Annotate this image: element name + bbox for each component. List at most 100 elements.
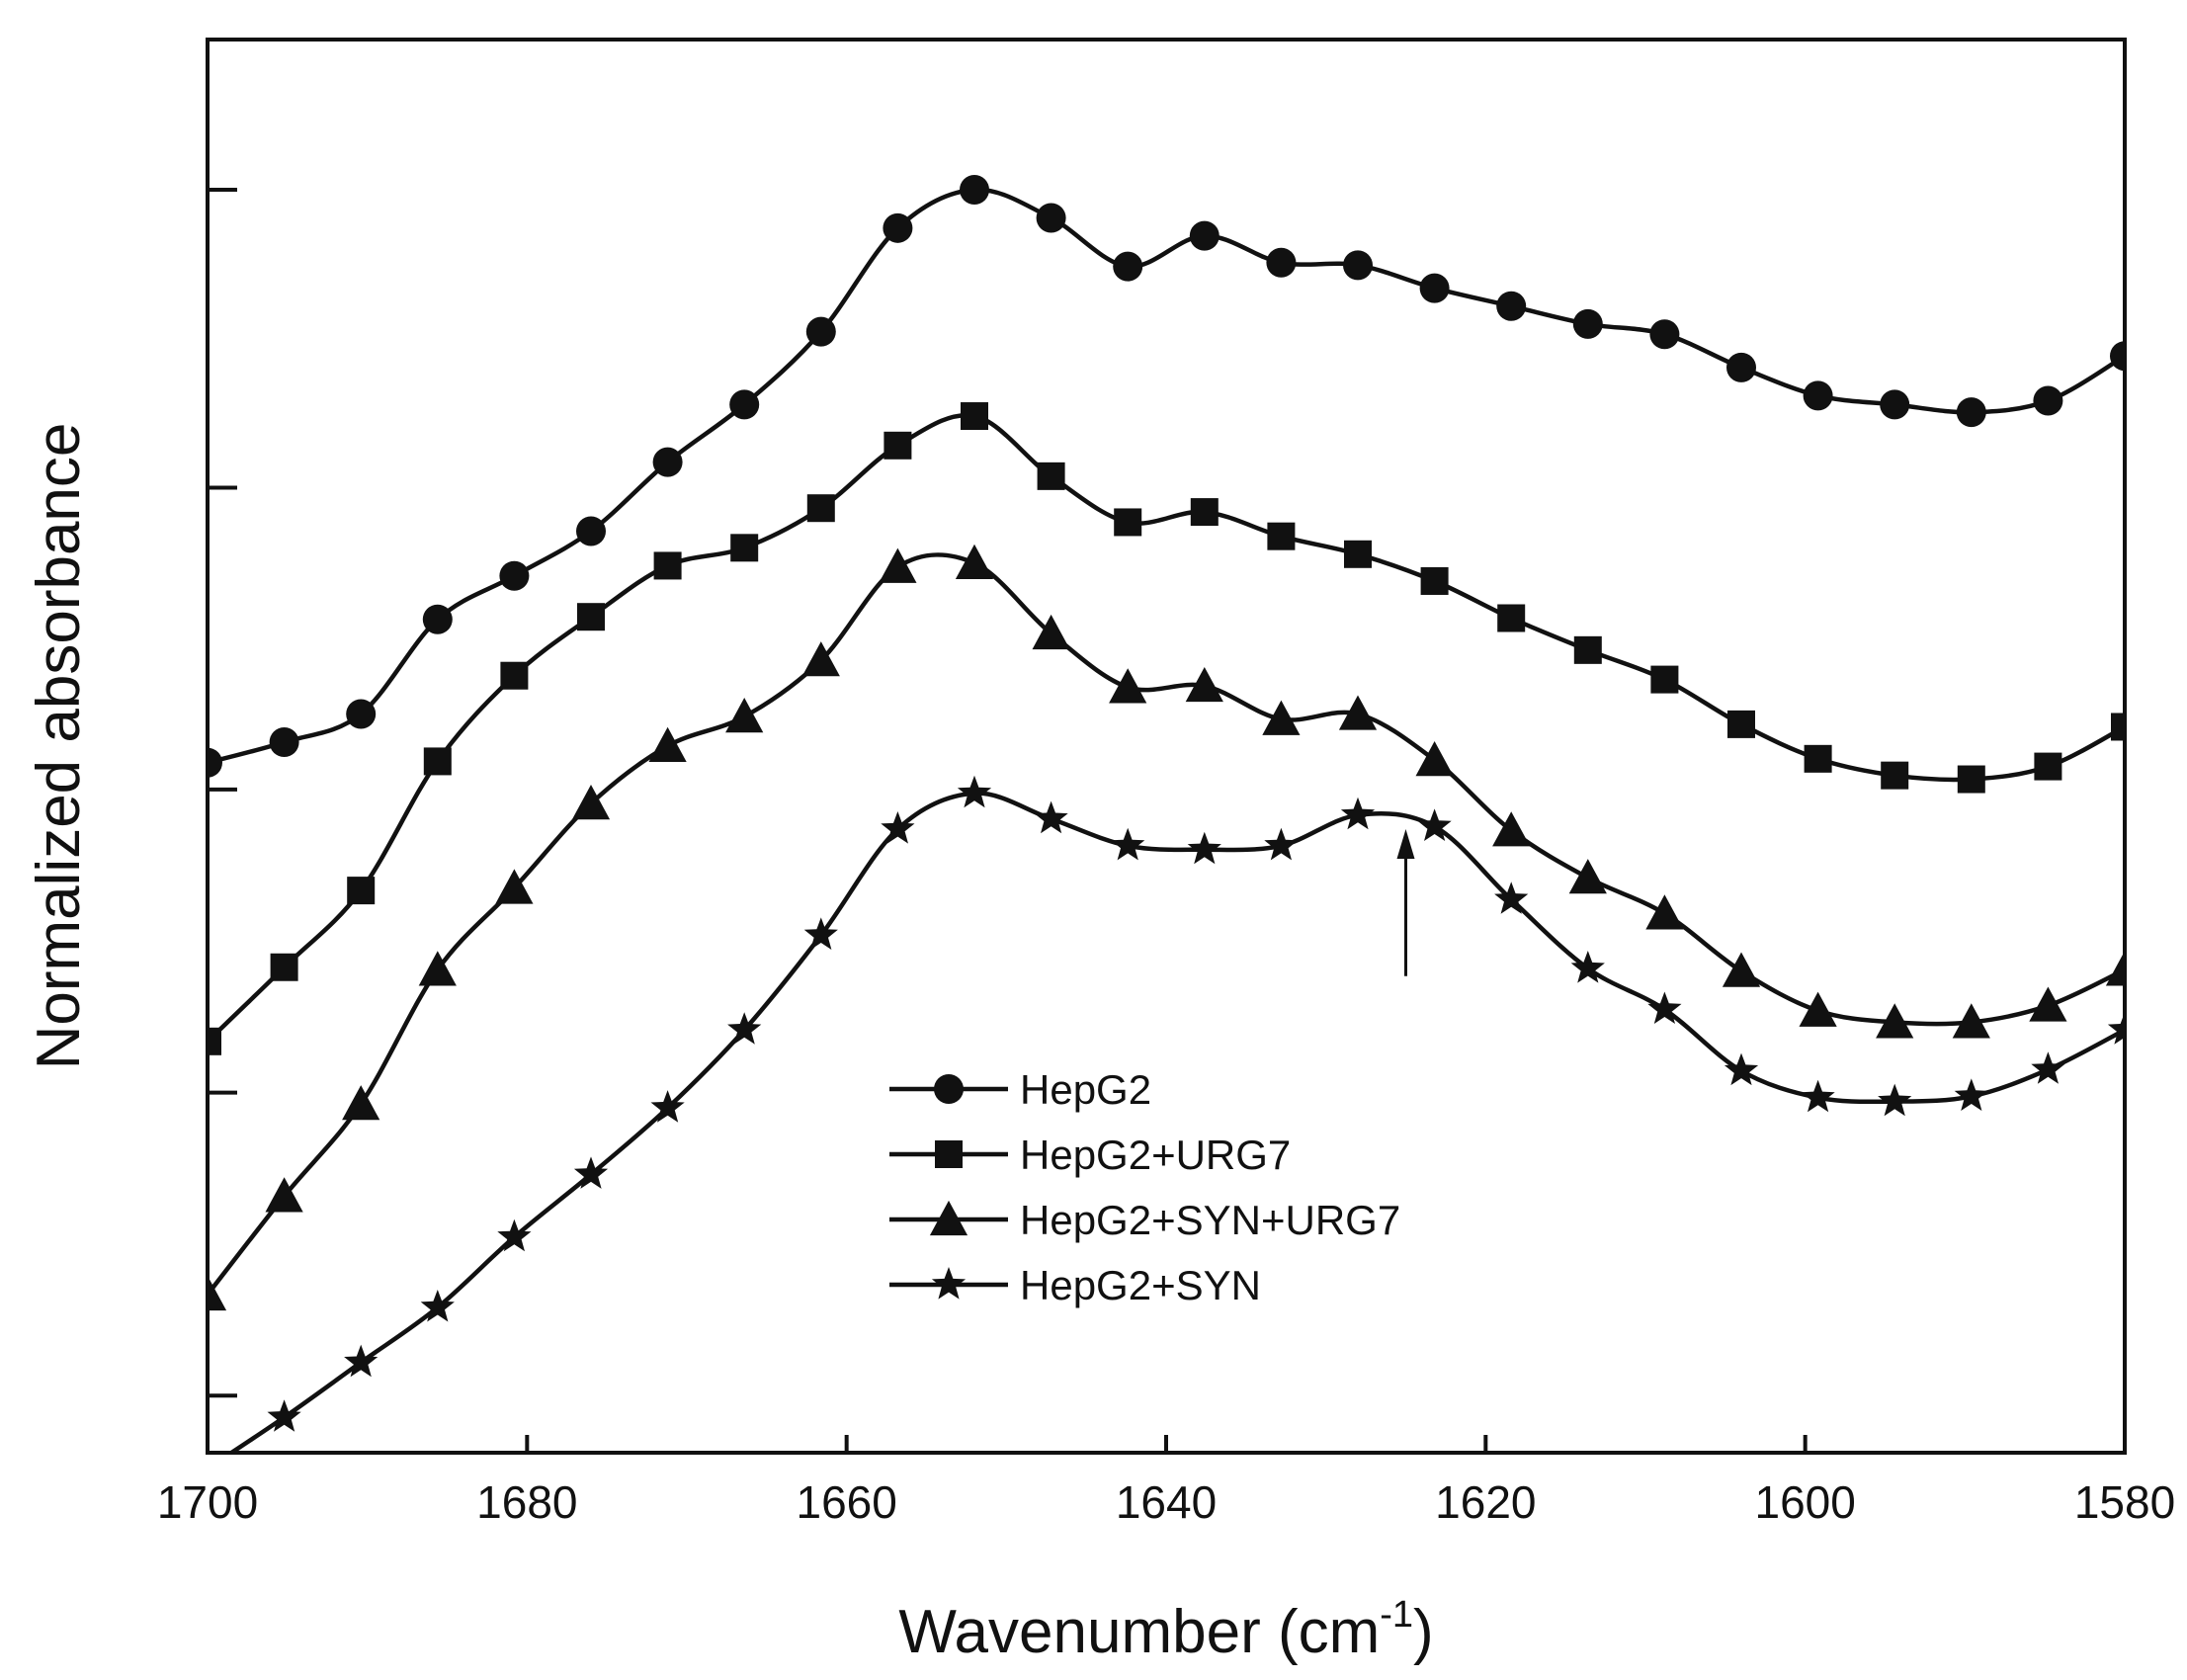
data-point-square <box>1573 635 1602 664</box>
legend-label: HepG2+SYN <box>1020 1262 1261 1308</box>
data-point-triangle <box>1262 700 1301 735</box>
data-point-triangle <box>1722 952 1761 987</box>
data-point-triangle <box>208 1275 227 1311</box>
data-point-triangle <box>879 547 917 583</box>
data-point-circle <box>1113 251 1143 282</box>
data-point-star <box>267 1399 301 1432</box>
data-point-triangle <box>648 726 687 762</box>
legend-label: HepG2+URG7 <box>1020 1132 1291 1178</box>
data-point-triangle <box>1415 741 1454 777</box>
data-point-triangle <box>265 1177 303 1213</box>
data-point-triangle <box>801 641 840 677</box>
data-point-square <box>1650 665 1679 694</box>
data-point-circle <box>729 389 760 420</box>
legend-label: HepG2 <box>1020 1066 1151 1113</box>
data-point-square <box>883 431 912 460</box>
legend-marker-star <box>931 1267 967 1300</box>
data-point-star <box>2031 1051 2065 1084</box>
data-point-square <box>2034 752 2062 781</box>
legend: HepG2 HepG2+URG7 HepG2+SYN+URG7 HepG2+SYN <box>889 1066 1400 1308</box>
legend-entry: HepG2+SYN+URG7 <box>889 1197 1400 1243</box>
data-point-star <box>1111 827 1145 861</box>
data-point-square <box>1037 462 1065 490</box>
data-point-circle <box>1726 352 1756 382</box>
data-point-square <box>1804 744 1832 773</box>
data-point-triangle <box>2029 986 2067 1022</box>
x-tick-label: 1680 <box>476 1476 577 1528</box>
data-point-circle <box>1496 291 1527 321</box>
data-point-square <box>1420 566 1449 595</box>
data-point-circle <box>1343 250 1373 281</box>
data-point-circle <box>499 560 530 591</box>
data-point-star <box>1647 991 1682 1024</box>
data-point-circle <box>346 699 377 729</box>
data-point-square <box>577 603 605 631</box>
data-point-circle <box>883 212 913 243</box>
annotation-layer <box>1396 829 1415 976</box>
data-point-triangle <box>1492 811 1531 847</box>
legend-marker-triangle <box>929 1200 968 1236</box>
data-point-triangle <box>1109 668 1147 704</box>
data-point-square <box>347 877 376 905</box>
x-axis-label: Wavenumber (cm-1) <box>898 1594 1433 1666</box>
data-point-circle <box>1036 203 1066 233</box>
data-point-square <box>1114 508 1142 537</box>
legend-marker-square <box>935 1140 963 1168</box>
legend-label: HepG2+SYN+URG7 <box>1020 1197 1400 1243</box>
series-hepg2-syn-urg7 <box>208 544 2125 1311</box>
data-point-triangle <box>1952 1003 1990 1039</box>
data-point-star <box>803 917 838 950</box>
data-point-square <box>2111 713 2125 741</box>
data-point-triangle <box>2105 951 2125 986</box>
x-tick-label: 1600 <box>1754 1476 1855 1528</box>
arrow-head <box>1396 829 1415 859</box>
data-point-circle <box>1266 247 1297 278</box>
data-point-triangle <box>955 544 994 579</box>
data-point-star <box>1494 882 1529 914</box>
data-point-square <box>423 747 452 776</box>
y-axis-ticks <box>208 188 237 1398</box>
data-point-triangle <box>342 1085 380 1121</box>
data-point-star <box>1187 831 1221 865</box>
data-point-star <box>1801 1079 1835 1113</box>
data-point-circle <box>269 727 299 758</box>
series-layer <box>208 175 2125 1453</box>
data-point-triangle <box>418 951 457 986</box>
data-point-circle <box>652 447 683 477</box>
data-point-square <box>1267 522 1296 550</box>
series-hepg2-syn <box>208 775 2125 1453</box>
data-point-square <box>500 661 529 690</box>
data-point-square <box>1957 765 1985 794</box>
data-point-circle <box>1189 220 1220 251</box>
data-point-star <box>2107 1012 2125 1045</box>
data-point-triangle <box>1799 991 1837 1027</box>
x-tick-label: 1620 <box>1435 1476 1536 1528</box>
data-point-star <box>957 775 992 808</box>
data-point-circle <box>2033 385 2063 416</box>
legend-marker-circle <box>934 1074 964 1104</box>
legend-entry: HepG2+SYN <box>889 1262 1261 1308</box>
data-point-square <box>1881 761 1909 790</box>
data-point-circle <box>1880 389 1910 420</box>
data-point-triangle <box>1876 1003 1914 1039</box>
data-point-triangle <box>1568 859 1607 894</box>
data-point-triangle <box>725 698 764 733</box>
x-tick-label: 1660 <box>796 1476 896 1528</box>
data-point-star <box>208 1451 209 1453</box>
x-tick-label: 1700 <box>157 1476 258 1528</box>
series-line <box>208 187 2125 765</box>
data-point-star <box>650 1090 685 1123</box>
data-point-square <box>1497 604 1526 632</box>
data-point-star <box>344 1344 379 1378</box>
legend-entry: HepG2+URG7 <box>889 1132 1291 1178</box>
data-point-triangle <box>1645 894 1684 930</box>
legend-entry: HepG2 <box>889 1066 1151 1113</box>
data-point-triangle <box>1032 614 1070 650</box>
series-line <box>208 552 2125 1297</box>
data-point-star <box>727 1012 762 1045</box>
data-point-star <box>1570 951 1605 983</box>
data-point-circle <box>1649 319 1680 350</box>
data-point-circle <box>960 175 989 205</box>
data-point-square <box>653 551 682 580</box>
